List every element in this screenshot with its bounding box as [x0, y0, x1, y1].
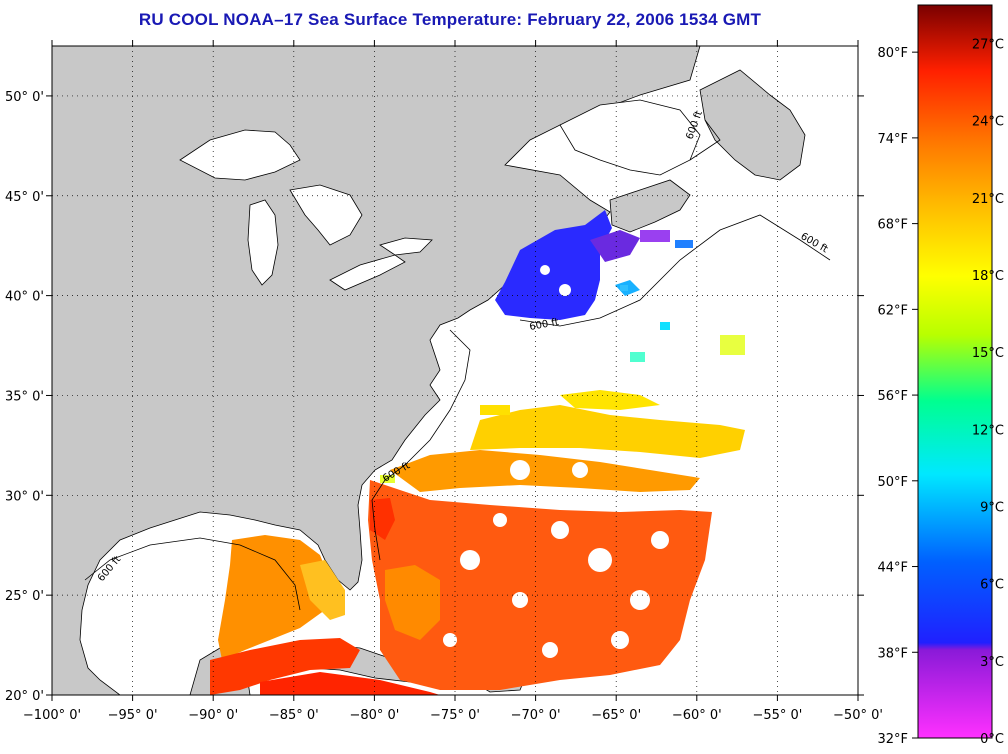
lon-tick-label: −95° 0': [108, 708, 158, 723]
colorbar-f-label: 38°F: [877, 646, 908, 661]
isobath-label-georges: 600 ft: [529, 317, 560, 333]
lat-tick-label: 30° 0': [5, 489, 44, 504]
map-title: RU COOL NOAA–17 Sea Surface Temperature:…: [138, 10, 762, 29]
cloud-speckles: [443, 265, 669, 658]
lon-tick-label: −85° 0': [269, 708, 319, 723]
colorbar-c-label: 21°C: [972, 192, 1004, 207]
land-newfoundland: [699, 69, 806, 181]
sst-shelf-patch: [560, 390, 660, 410]
lon-tick-label: −60° 0': [672, 708, 722, 723]
lon-tick-label: −65° 0': [591, 708, 641, 723]
lon-tick-label: −70° 0': [511, 708, 561, 723]
sst-offshore-patches: [380, 230, 745, 483]
graticule: [46, 40, 864, 701]
colorbar-c-label: 12°C: [972, 423, 1004, 438]
lake-michigan: [247, 199, 279, 286]
lon-tick-label: −50° 0': [833, 708, 883, 723]
lon-tick-label: −100° 0': [23, 708, 81, 723]
lake-huron: [289, 184, 363, 246]
colorbar-fahrenheit-labels: 80°F 74°F 68°F 62°F 56°F 50°F 44°F 38°F 32°F: [877, 46, 908, 747]
sst-gulf-of-maine: [495, 210, 612, 320]
sst-mid-atlantic: [470, 405, 745, 458]
colorbar-c-label: 24°C: [972, 115, 1004, 130]
colorbar-f-label: 50°F: [877, 475, 908, 490]
sst-caribbean: [260, 672, 440, 695]
lake-superior: [179, 129, 301, 181]
lon-tick-label: −80° 0': [349, 708, 399, 723]
lat-tick-label: 45° 0': [5, 190, 44, 205]
colorbar-f-label: 56°F: [877, 389, 908, 404]
land-nova-scotia: [609, 179, 691, 233]
lake-ontario: [379, 237, 433, 256]
lake-erie: [329, 254, 406, 291]
isobath-600ft: [84, 119, 831, 611]
colorbar-f-label: 68°F: [877, 218, 908, 233]
sst-gulf-stream-north: [390, 450, 700, 492]
colorbar: [917, 4, 993, 739]
colorbar-c-label: 15°C: [972, 346, 1004, 361]
colorbar-ticks: [912, 51, 918, 739]
latitude-labels: 20° 0' 25° 0' 30° 0' 35° 0' 40° 0' 45° 0' 50° …: [5, 90, 44, 704]
sst-gulf-south: [210, 638, 360, 695]
sst-bahamas: [385, 565, 440, 640]
colorbar-celsius-labels: 27°C 24°C 21°C 18°C 15°C 12°C 9°C 6°C 3°C 0°C: [972, 38, 1004, 747]
colorbar-c-label: 0°C: [980, 732, 1004, 747]
lon-tick-label: −55° 0': [752, 708, 802, 723]
lon-tick-label: −75° 0': [430, 708, 480, 723]
lat-tick-label: 40° 0': [5, 290, 44, 305]
sst-scotian-shelf: [590, 230, 640, 262]
lat-tick-label: 20° 0': [5, 689, 44, 704]
lat-tick-label: 50° 0': [5, 90, 44, 105]
sst-west-florida-shelf: [300, 560, 345, 620]
colorbar-c-label: 3°C: [980, 655, 1004, 670]
colorbar-f-label: 74°F: [877, 132, 908, 147]
land-north-america: [52, 46, 701, 695]
longitude-labels: −100° 0' −95° 0' −90° 0' −85° 0' −80° 0' −75°…: [23, 708, 883, 723]
lat-tick-label: 25° 0': [5, 589, 44, 604]
colorbar-c-label: 9°C: [980, 501, 1004, 516]
colorbar-f-label: 32°F: [877, 732, 908, 747]
sst-florida-straits: [370, 498, 395, 540]
lat-tick-label: 35° 0': [5, 389, 44, 404]
colorbar-c-label: 27°C: [972, 38, 1004, 53]
lon-tick-label: −90° 0': [188, 708, 238, 723]
colorbar-c-label: 6°C: [980, 578, 1004, 593]
colorbar-f-label: 80°F: [877, 46, 908, 61]
colorbar-c-label: 18°C: [972, 269, 1004, 284]
colorbar-f-label: 62°F: [877, 303, 908, 318]
colorbar-f-label: 44°F: [877, 561, 908, 576]
